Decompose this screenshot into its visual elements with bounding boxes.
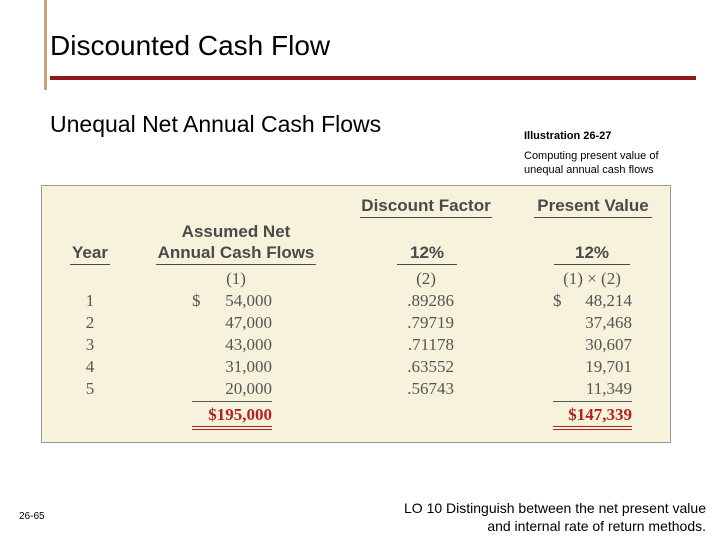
factor-cell: .89286 xyxy=(407,291,454,310)
year-header: Year xyxy=(72,243,108,262)
factor-cell: .79719 xyxy=(407,313,454,332)
pv-cell: 19,701 xyxy=(585,357,632,376)
present-rate-header-line xyxy=(554,264,630,265)
factor-cell: .71178 xyxy=(407,335,454,354)
present-value-header-line xyxy=(534,217,652,218)
cash-sum-rule xyxy=(192,401,272,402)
learning-objective: LO 10 Distinguish between the net presen… xyxy=(404,499,706,535)
col-number-cash: (1) xyxy=(226,269,246,288)
title-underline xyxy=(50,76,696,80)
factor-cell: .63552 xyxy=(407,357,454,376)
col-number-discount: (2) xyxy=(416,269,436,288)
year-cell: 3 xyxy=(85,335,95,354)
illustration-title: Illustration 26-27 xyxy=(524,130,612,142)
year-cell: 5 xyxy=(85,379,95,398)
pv-cell: 30,607 xyxy=(585,335,632,354)
learning-objective-line1: LO 10 Distinguish between the net presen… xyxy=(404,500,706,516)
factor-cell: .56743 xyxy=(407,379,454,398)
cash-cell: 54,000 xyxy=(225,291,272,310)
year-cell: 4 xyxy=(85,357,95,376)
cash-total-underline-2 xyxy=(192,429,272,430)
discount-rate-header: 12% xyxy=(409,243,445,262)
cash-total: $195,000 xyxy=(208,405,272,424)
present-value-header: Present Value xyxy=(537,196,649,215)
pv-total: $147,339 xyxy=(568,405,632,424)
pv-cell: 48,214 xyxy=(585,291,632,310)
cash-flows-header-line2: Annual Cash Flows xyxy=(157,243,315,262)
pv-total-underline-1 xyxy=(553,426,632,427)
year-cell: 2 xyxy=(85,313,95,332)
cash-cell: 43,000 xyxy=(225,335,272,354)
present-value-table: Discount Factor Present Value Assumed Ne… xyxy=(41,185,671,443)
pv-dollar-sign: $ xyxy=(553,291,562,310)
cash-flows-header-line xyxy=(156,264,316,265)
discount-factor-header-line xyxy=(360,217,492,218)
pv-total-underline-2 xyxy=(553,429,632,430)
present-rate-header: 12% xyxy=(574,243,610,262)
illustration-caption: Computing present value of unequal annua… xyxy=(524,150,659,176)
pv-cell: 37,468 xyxy=(585,313,632,332)
cash-total-underline-1 xyxy=(192,426,272,427)
cash-cell: 47,000 xyxy=(225,313,272,332)
slide-subtitle: Unequal Net Annual Cash Flows xyxy=(50,111,382,137)
discount-factor-header: Discount Factor xyxy=(361,196,491,215)
slide-accent-bar xyxy=(44,0,47,90)
page-number: 26-65 xyxy=(19,511,45,522)
col-number-present: (1) × (2) xyxy=(563,269,621,288)
slide-title: Discounted Cash Flow xyxy=(50,30,331,61)
pv-sum-rule xyxy=(553,401,632,402)
learning-objective-line2: and internal rate of return methods. xyxy=(487,518,706,534)
pv-cell: 11,349 xyxy=(585,379,632,398)
year-cell: 1 xyxy=(85,291,95,310)
cash-flows-header-line1: Assumed Net xyxy=(181,222,291,241)
year-header-line xyxy=(70,264,110,265)
discount-rate-header-line xyxy=(397,264,457,265)
cash-cell: 20,000 xyxy=(225,379,272,398)
cash-dollar-sign: $ xyxy=(192,291,201,310)
cash-cell: 31,000 xyxy=(225,357,272,376)
